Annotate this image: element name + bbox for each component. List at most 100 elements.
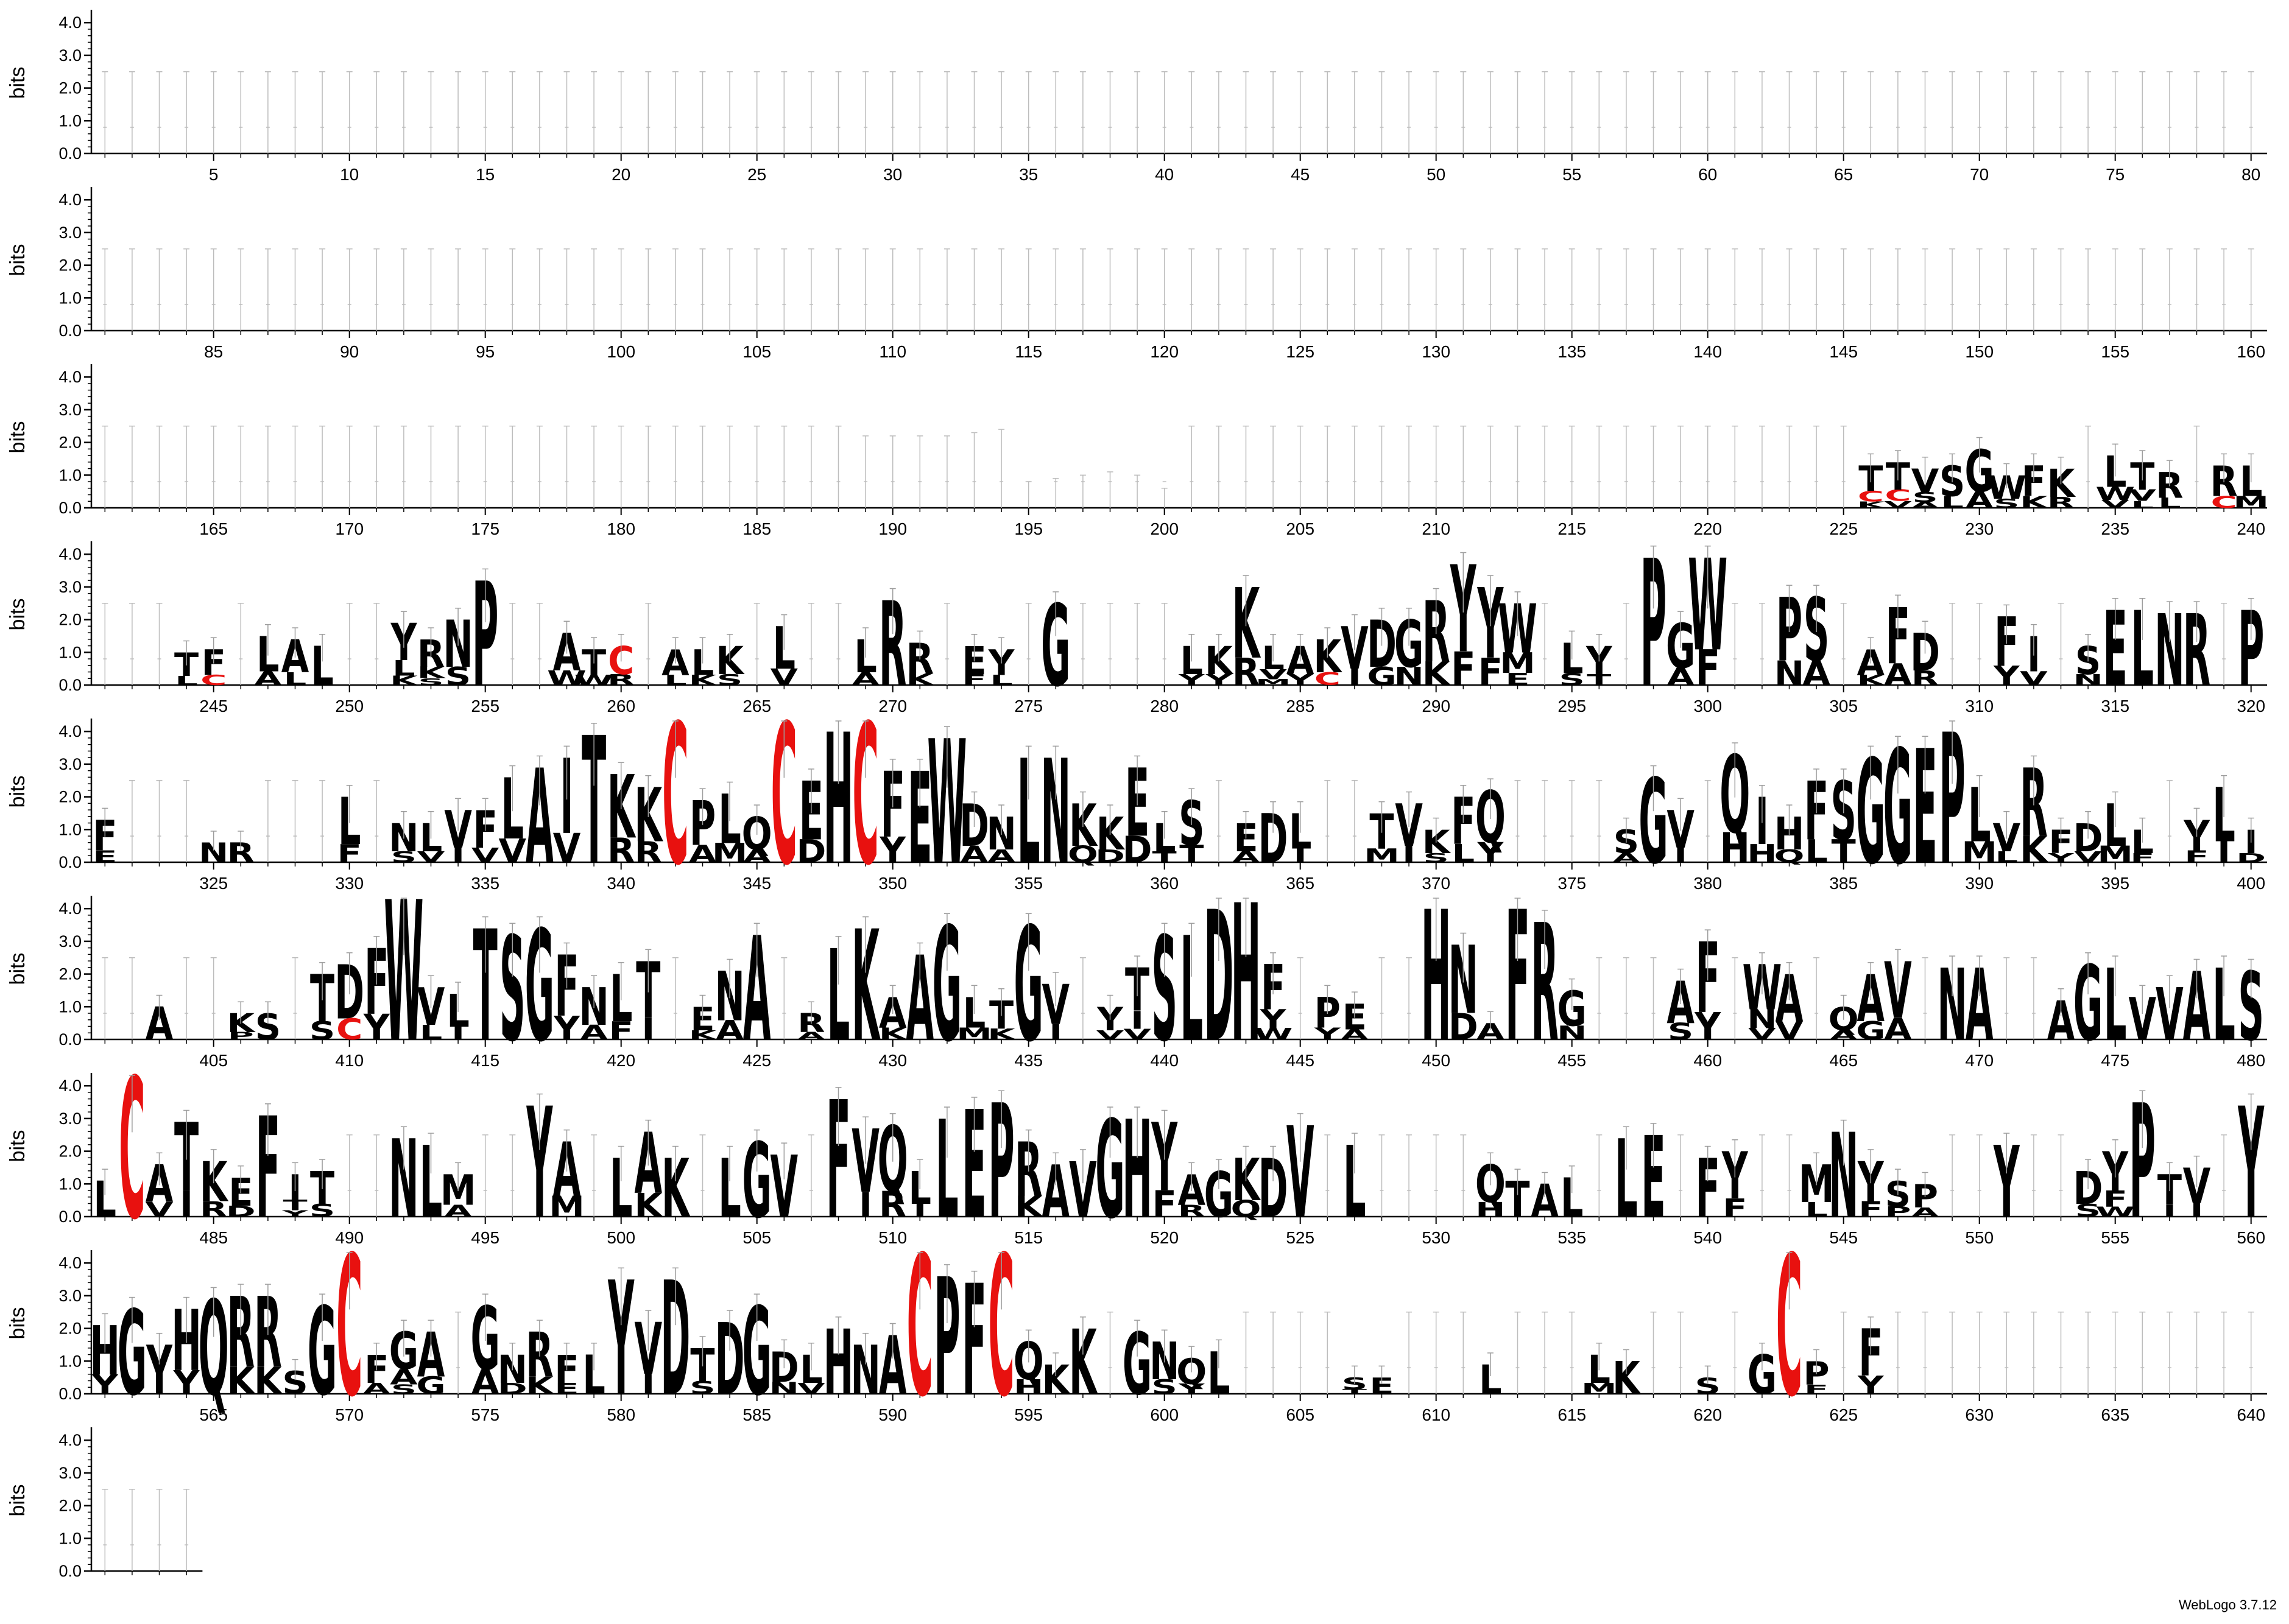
logo-letter: D — [796, 834, 826, 870]
logo-letter: R — [200, 1197, 227, 1222]
logo-letter: A — [1666, 663, 1695, 691]
logo-letter: T — [1832, 834, 1856, 870]
x-tick-label: 145 — [1829, 342, 1858, 361]
logo-letter: M — [1500, 647, 1536, 680]
logo-letter: Y — [1476, 837, 1504, 870]
logo-letter: D — [1095, 846, 1125, 866]
y-tick-label: 4.0 — [58, 722, 82, 740]
x-tick-label: 590 — [878, 1405, 907, 1424]
y-tick-label: 3.0 — [58, 223, 82, 242]
logo-letter: K — [1232, 569, 1261, 681]
logo-letter: R — [1178, 1201, 1205, 1220]
x-tick-label: 275 — [1014, 697, 1043, 715]
logo-letter: A — [689, 840, 717, 868]
x-tick-label: 335 — [471, 874, 499, 893]
logo-letter: L — [664, 672, 686, 688]
y-tick-label: 3.0 — [58, 578, 82, 596]
x-tick-label: 25 — [747, 165, 766, 184]
logo-letter: E — [554, 1380, 579, 1397]
y-tick-label: 0.0 — [58, 676, 82, 694]
y-tick-label: 0.0 — [58, 499, 82, 517]
logo-letter: D — [2236, 851, 2266, 865]
logo-letter: K — [1069, 1312, 1098, 1416]
logo-letter: K — [1096, 807, 1125, 860]
logo-letter: M — [1961, 835, 1997, 870]
x-tick-label: 545 — [1829, 1228, 1858, 1247]
logo-letter: F — [1723, 1193, 1747, 1223]
x-tick-label: 610 — [1422, 1405, 1450, 1424]
logo-letter: F — [962, 671, 986, 689]
y-tick-label: 3.0 — [58, 401, 82, 419]
logo-letter: F — [1451, 643, 1475, 697]
logo-letter: V — [797, 1380, 825, 1397]
x-tick-label: 435 — [1014, 1051, 1043, 1070]
x-tick-label: 445 — [1286, 1051, 1314, 1070]
logo-letter: I — [2217, 835, 2231, 870]
y-tick-label: 2.0 — [58, 1320, 82, 1338]
logo-letter: A — [743, 846, 771, 866]
logo-letter: K — [1422, 824, 1451, 861]
logo-letter: Y — [1694, 1005, 1721, 1049]
x-tick-label: 330 — [335, 874, 364, 893]
x-tick-label: 50 — [1427, 165, 1445, 184]
x-tick-label: 20 — [612, 165, 630, 184]
logo-letter: K — [635, 1187, 664, 1225]
logo-letter: V — [146, 1198, 174, 1222]
x-tick-label: 465 — [1829, 1051, 1858, 1070]
x-tick-label: 505 — [742, 1228, 771, 1247]
logo-letter: I — [1674, 844, 1687, 867]
x-tick-label: 250 — [335, 697, 364, 715]
logo-letter: C — [200, 672, 227, 688]
y-axis-label: bits — [6, 1485, 29, 1517]
x-tick-label: 310 — [1965, 697, 1994, 715]
logo-letter: Y — [91, 1370, 118, 1401]
logo-letter: V — [471, 844, 499, 867]
logo-letter: A — [1612, 851, 1640, 865]
logo-letter: K — [227, 1008, 256, 1039]
logo-letter: K — [254, 1360, 283, 1404]
x-tick-label: 170 — [335, 519, 364, 538]
x-tick-label: 280 — [1150, 697, 1179, 715]
y-tick-label: 2.0 — [58, 256, 82, 275]
logo-letter: L — [1805, 1198, 1827, 1222]
logo-letter: C — [336, 1215, 362, 1439]
logo-letter: A — [1232, 848, 1260, 866]
x-tick-label: 535 — [1557, 1228, 1586, 1247]
logo-letter: S — [690, 1377, 715, 1398]
x-tick-label: 550 — [1965, 1228, 1994, 1247]
logo-letter: K — [417, 664, 446, 682]
y-axis-label: bits — [6, 421, 29, 454]
x-tick-label: 405 — [199, 1051, 228, 1070]
x-tick-label: 525 — [1286, 1228, 1314, 1247]
logo-letter: K — [1232, 1146, 1261, 1214]
logo-letter: Y — [1314, 1024, 1341, 1043]
x-tick-label: 190 — [878, 519, 907, 538]
logo-letter: Y — [1205, 671, 1233, 689]
logo-letter: A — [961, 841, 989, 868]
x-tick-label: 570 — [335, 1405, 364, 1424]
x-tick-label: 160 — [2237, 342, 2265, 361]
logo-letter: K — [1042, 1357, 1071, 1404]
logo-letter: C — [1858, 488, 1884, 505]
x-tick-label: 455 — [1557, 1051, 1586, 1070]
logo-letter: H — [1014, 1376, 1043, 1399]
logo-letter: A — [987, 846, 1015, 866]
x-tick-label: 370 — [1422, 874, 1450, 893]
x-tick-label: 555 — [2101, 1228, 2129, 1247]
logo-letter: F — [2130, 851, 2154, 865]
x-tick-label: 500 — [607, 1228, 635, 1247]
logo-letter: M — [549, 1190, 585, 1224]
x-tick-label: 345 — [742, 874, 771, 893]
x-tick-label: 410 — [335, 1051, 364, 1070]
logo-letter: L — [1452, 839, 1475, 868]
logo-letter: H — [1475, 1198, 1505, 1222]
logo-letter: K — [987, 1025, 1017, 1043]
logo-letter: A — [852, 669, 880, 689]
x-tick-label: 150 — [1965, 342, 1994, 361]
logo-letter: K — [227, 1360, 256, 1404]
logo-letter: S — [1912, 490, 1938, 505]
y-tick-label: 0.0 — [58, 1385, 82, 1403]
